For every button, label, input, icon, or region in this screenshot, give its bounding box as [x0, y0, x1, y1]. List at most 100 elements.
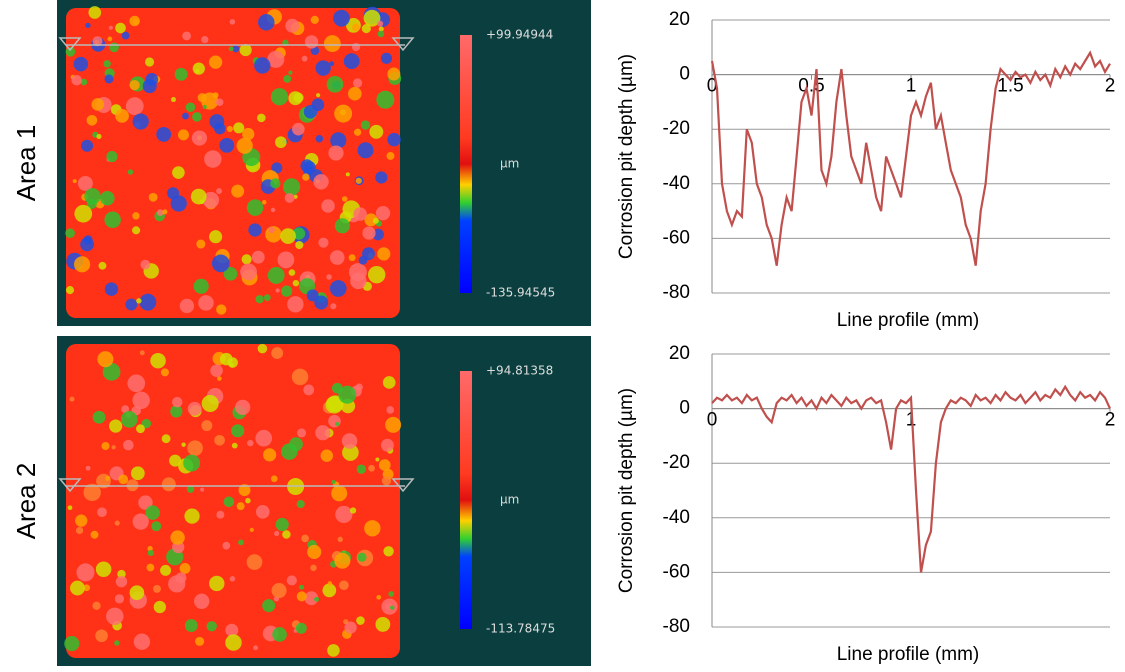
surface-spot — [233, 122, 245, 134]
surface-spot — [257, 343, 268, 354]
surface-spot — [95, 629, 108, 643]
surface-spot — [293, 92, 304, 103]
surface-spot — [156, 127, 172, 142]
surface-spot — [97, 507, 107, 518]
surface-spot — [184, 619, 198, 632]
surface-spot — [360, 120, 371, 130]
surface-spot — [375, 171, 388, 184]
surface-spot — [132, 513, 149, 530]
surface-spot — [353, 207, 367, 221]
colorbar-max: +94.81358 — [486, 364, 553, 378]
surface-spot — [132, 18, 139, 25]
surface-spot — [310, 46, 320, 55]
surface-spot — [114, 640, 120, 646]
surface-spot — [303, 105, 318, 119]
surface-spot — [241, 254, 252, 265]
surface-spot — [314, 295, 329, 310]
surface-spot — [229, 19, 236, 25]
surface-spot — [196, 239, 206, 249]
surface-spot — [377, 247, 391, 261]
surface-spot — [257, 113, 266, 123]
surface-spot — [270, 207, 276, 213]
surface-spot — [335, 421, 340, 426]
surface-spot — [197, 93, 207, 103]
surface-spot — [202, 191, 220, 209]
surface-spot — [331, 479, 336, 485]
colorbar-min: -135.94545 — [486, 286, 555, 300]
surface-spot — [303, 384, 315, 396]
colorbar — [460, 35, 472, 293]
surface-spot — [104, 211, 121, 228]
surface-spot — [288, 70, 293, 75]
surface-spot — [121, 405, 130, 414]
surface-spot — [286, 575, 297, 586]
surface-spot — [107, 36, 113, 42]
surface-spot — [329, 280, 347, 297]
surface-spot — [125, 97, 144, 116]
y-tick-label: -80 — [663, 616, 690, 637]
surface-spot — [103, 60, 111, 68]
surface-spot — [271, 583, 287, 599]
x-axis-title: Line profile (mm) — [837, 310, 980, 331]
surface-spot — [106, 607, 124, 626]
surface-spot — [153, 600, 166, 614]
surface-spot — [194, 593, 210, 609]
surface-spot — [341, 433, 358, 449]
surface-spot — [226, 125, 233, 132]
surface-spot — [247, 439, 254, 447]
surface-spot — [74, 204, 93, 223]
surface-spot — [275, 517, 289, 532]
surface-spot — [191, 130, 208, 146]
surface-spot — [369, 124, 384, 139]
y-tick-label: -40 — [663, 173, 690, 194]
surface-spot — [144, 57, 155, 67]
surface-spot — [201, 420, 213, 432]
surface-spot — [104, 74, 114, 84]
surface-spot — [228, 46, 234, 52]
y-axis-title: Corrosion pit depth (µm) — [616, 54, 637, 259]
surface-spot — [132, 226, 141, 235]
surface-spot — [315, 60, 331, 76]
surface-spot — [125, 298, 138, 311]
surface-spot — [358, 255, 368, 265]
surface-spot — [361, 24, 371, 34]
surface-spot — [190, 188, 207, 205]
surface-spot — [130, 466, 145, 481]
surface-spot — [301, 55, 308, 62]
surface-spot — [345, 172, 350, 177]
surface-spot — [132, 212, 140, 220]
surface-spot — [160, 368, 169, 377]
surface-spot — [255, 429, 273, 447]
surface-spot — [195, 636, 205, 646]
surface-spot — [170, 530, 185, 545]
surface-spot — [238, 539, 244, 546]
surface-spot — [328, 145, 344, 161]
surface-spot — [72, 179, 77, 184]
surface-spot — [270, 178, 281, 189]
surface-spot — [95, 561, 112, 577]
surface-spot — [216, 188, 222, 195]
surface-spot — [287, 296, 304, 313]
surface-spot — [304, 35, 319, 49]
surface-spot — [187, 401, 202, 416]
surface-spot — [64, 636, 80, 652]
surface-spot — [334, 218, 350, 234]
surface-spot — [267, 266, 285, 284]
surface-spot — [162, 209, 168, 215]
surface-spot — [254, 57, 271, 74]
y-axis-title: Corrosion pit depth (µm) — [616, 388, 637, 593]
surface-spot — [362, 226, 376, 240]
surface-spot — [292, 279, 300, 287]
surface-spot — [126, 479, 139, 492]
surface-spot — [367, 265, 386, 284]
surface-spot — [225, 623, 239, 637]
surface-spot — [255, 295, 264, 304]
surface-spot — [147, 549, 154, 557]
surface-spot — [88, 6, 102, 19]
surface-spot — [357, 552, 367, 562]
surface-spot — [209, 230, 223, 244]
surface-spot — [183, 454, 201, 472]
surface-spot — [231, 442, 238, 449]
surface-spot — [240, 263, 257, 281]
